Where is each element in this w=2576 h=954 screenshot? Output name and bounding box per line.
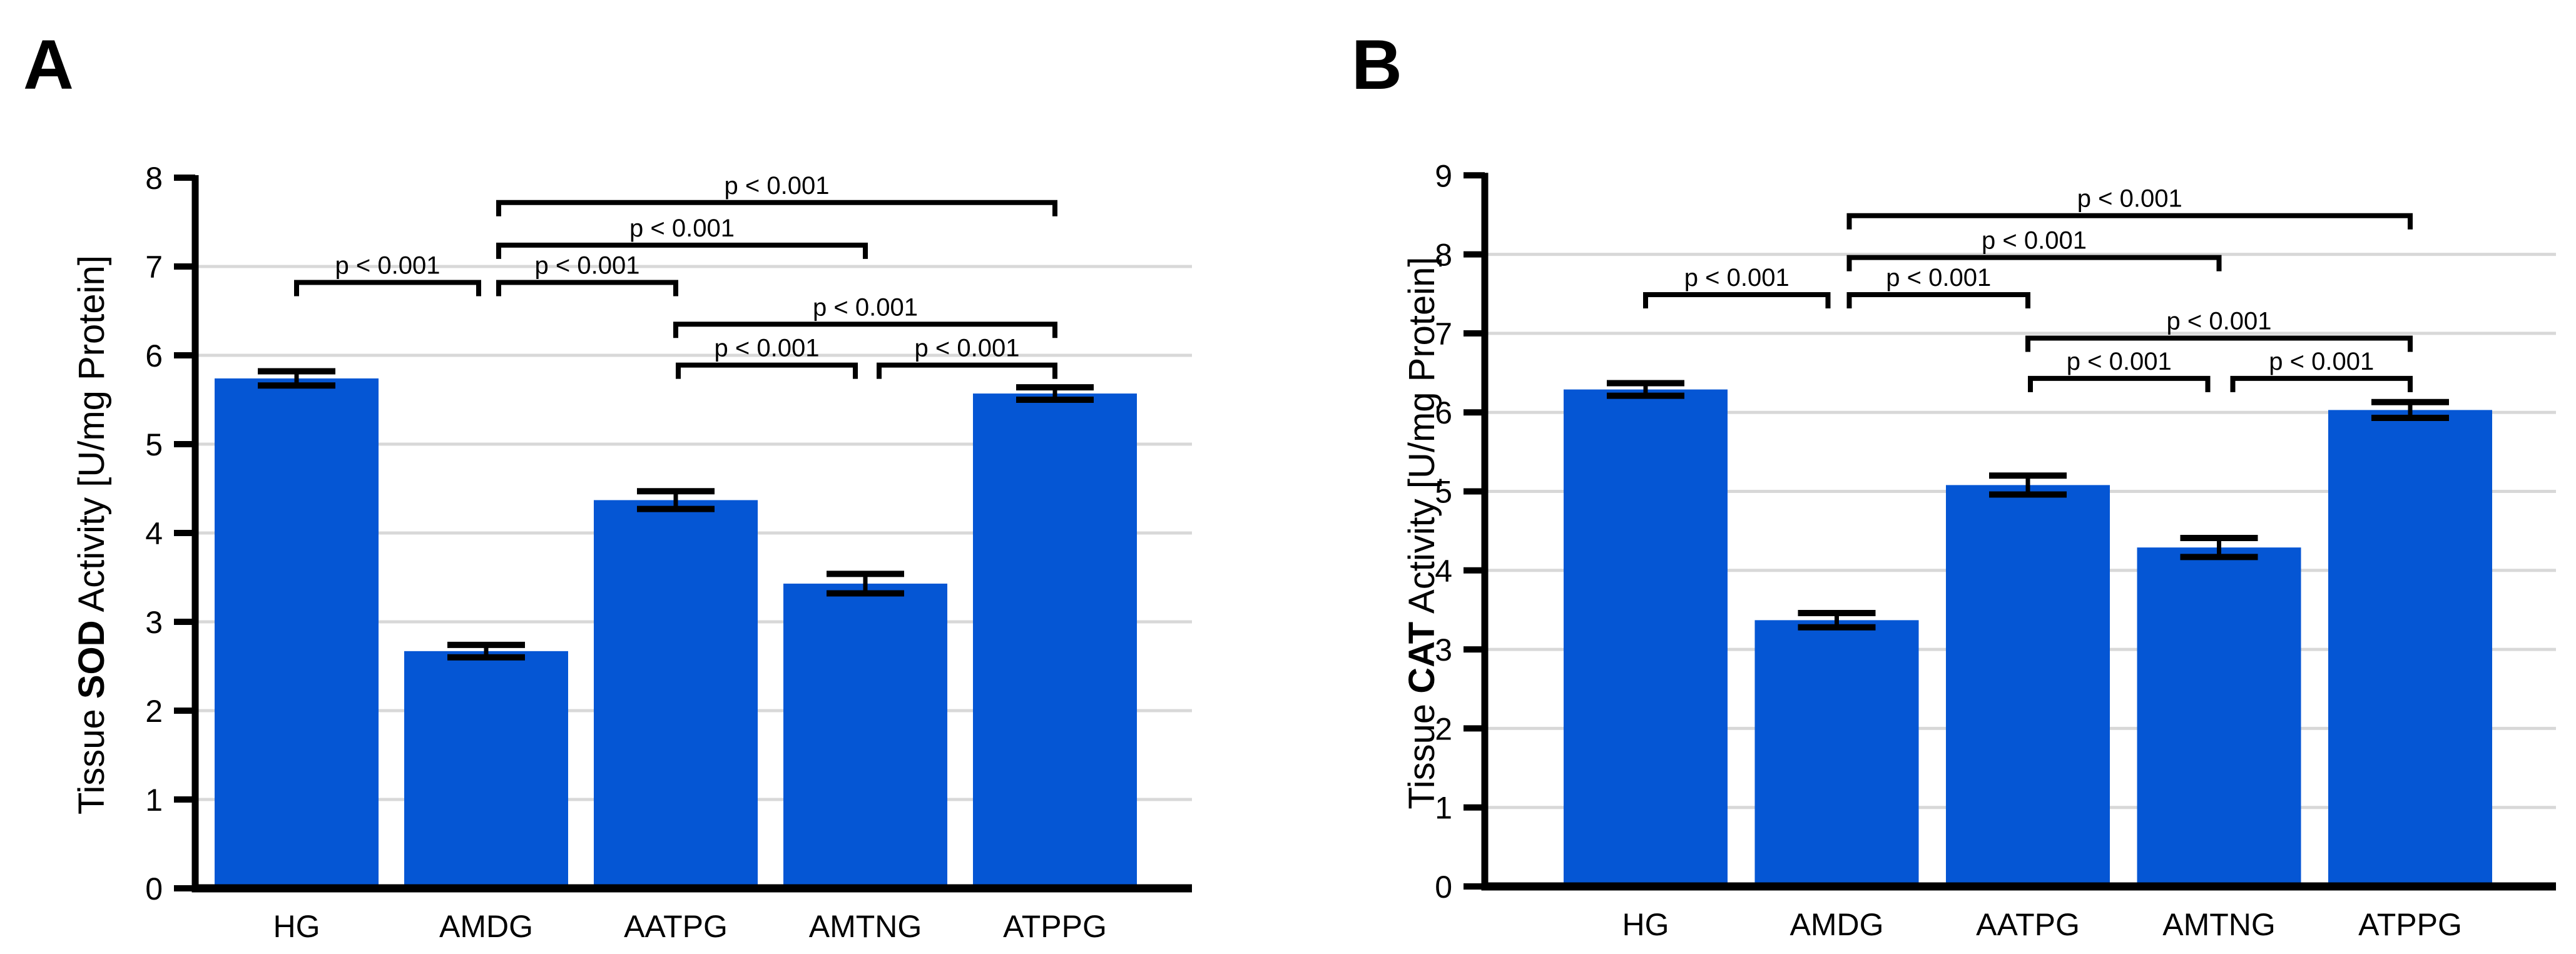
significance-bracket-AMTNG-ATPPG — [2230, 375, 2413, 392]
y-tick-label: 4 — [145, 516, 163, 551]
significance-bracket-HG-AMDG — [294, 280, 481, 297]
bar-AMTNG — [2137, 547, 2301, 886]
significance-label-AATPG-ATPPG: p < 0.001 — [2167, 307, 2272, 335]
significance-bracket-AMTNG-ATPPG — [877, 362, 1057, 379]
x-category-label-HG: HG — [1622, 907, 1669, 942]
y-tick-label: 9 — [1435, 158, 1452, 193]
bar-AMTNG — [783, 583, 947, 888]
x-category-label-ATPPG: ATPPG — [2358, 907, 2462, 942]
x-category-label-AMTNG: AMTNG — [2162, 907, 2276, 942]
panel-letter: B — [1352, 26, 1402, 104]
y-tick-label: 3 — [1435, 632, 1452, 667]
error-bar-AMTNG — [2180, 535, 2258, 561]
bar-ATPPG — [973, 393, 1137, 888]
significance-label-AMDG-AMTNG: p < 0.001 — [1982, 227, 2087, 255]
y-tick-label: 8 — [145, 161, 163, 196]
y-tick-label: 8 — [1435, 238, 1452, 273]
error-bar-ATPPG — [2371, 398, 2449, 422]
y-tick-label: 2 — [1435, 711, 1452, 746]
bar-AMDG — [1754, 620, 1919, 886]
significance-bracket-AATPG-AMTNG — [676, 362, 858, 379]
y-tick-label: 3 — [145, 605, 163, 640]
significance-bracket-AATPG-AMTNG — [2028, 375, 2211, 392]
y-tick-label: 4 — [1435, 554, 1452, 589]
significance-bracket-AMDG-AMTNG — [1846, 255, 2222, 271]
significance-label-AMDG-ATPPG: p < 0.001 — [725, 172, 830, 200]
significance-label-AATPG-ATPPG: p < 0.001 — [813, 293, 918, 321]
y-tick-label: 0 — [1435, 870, 1452, 905]
significance-bracket-AMDG-ATPPG — [496, 200, 1057, 216]
bar-AATPG — [1946, 485, 2110, 886]
error-bar-ATPPG — [1016, 384, 1094, 403]
bar-HG — [1564, 389, 1728, 886]
bar-AATPG — [594, 500, 758, 888]
significance-bracket-AMDG-ATPPG — [1846, 213, 2413, 230]
y-tick-label: 6 — [1435, 395, 1452, 430]
significance-label-AMDG-AATPG: p < 0.001 — [535, 252, 640, 280]
significance-label-AATPG-AMTNG: p < 0.001 — [2067, 348, 2172, 375]
x-category-label-AATPG: AATPG — [624, 909, 728, 944]
significance-label-HG-AMDG: p < 0.001 — [335, 252, 440, 280]
x-category-label-AMDG: AMDG — [439, 909, 533, 944]
panel-cat-chart: B 0 1 2 3 4 5 6 7 8 9 HG AMDG AATPG AMTNG ATPPG Tissue C… — [1352, 26, 2556, 942]
significance-bracket-AATPG-ATPPG — [673, 322, 1057, 338]
panel-sod-chart: A 0 1 2 3 4 5 6 7 8 HG AMDG AATPG AMTNG ATPPG Tissue SO… — [23, 26, 1192, 944]
significance-bracket-HG-AMDG — [1643, 292, 1831, 309]
y-tick-label: 1 — [145, 783, 163, 818]
y-axis-title: Tissue CAT Activity [U/mg Protein] — [1402, 256, 1442, 809]
y-tick-label: 6 — [145, 338, 163, 373]
x-category-label-AMDG: AMDG — [1790, 907, 1884, 942]
y-tick-label: 5 — [1435, 475, 1452, 510]
significance-label-AMTNG-ATPPG: p < 0.001 — [2269, 348, 2374, 375]
bar-AMDG — [404, 651, 568, 888]
error-bar-HG — [1607, 380, 1684, 399]
panel-letter: A — [23, 26, 74, 104]
bar-ATPPG — [2328, 410, 2492, 886]
y-tick-label: 1 — [1435, 791, 1452, 826]
error-bar-AATPG — [637, 488, 715, 512]
significance-bracket-AATPG-ATPPG — [2025, 335, 2413, 352]
y-tick-label: 0 — [145, 871, 163, 906]
error-bar-AMDG — [1798, 610, 1876, 631]
error-bar-AMTNG — [827, 571, 904, 597]
significance-label-AMTNG-ATPPG: p < 0.001 — [915, 335, 1020, 362]
significance-label-AMDG-AMTNG: p < 0.001 — [629, 215, 735, 242]
error-bar-AMDG — [447, 641, 525, 661]
significance-bracket-AMDG-AATPG — [496, 280, 678, 297]
error-bar-HG — [258, 368, 335, 389]
y-tick-label: 7 — [1435, 317, 1452, 352]
significance-label-AATPG-AMTNG: p < 0.001 — [715, 335, 820, 362]
bar-HG — [215, 378, 379, 888]
x-category-label-AATPG: AATPG — [1976, 907, 2080, 942]
significance-bracket-AMDG-AATPG — [1846, 292, 2030, 309]
x-category-label-AMTNG: AMTNG — [809, 909, 922, 944]
x-category-label-HG: HG — [273, 909, 320, 944]
y-tick-label: 5 — [145, 427, 163, 462]
x-category-label-ATPPG: ATPPG — [1003, 909, 1107, 944]
significance-label-AMDG-ATPPG: p < 0.001 — [2077, 185, 2182, 213]
significance-bracket-AMDG-AMTNG — [496, 242, 868, 259]
y-axis-title: Tissue SOD Activity [U/mg Protein] — [71, 255, 112, 814]
significance-label-AMDG-AATPG: p < 0.001 — [1886, 264, 1991, 292]
significance-label-HG-AMDG: p < 0.001 — [1684, 264, 1789, 292]
y-tick-label: 2 — [145, 694, 163, 729]
error-bar-AATPG — [1989, 472, 2067, 498]
y-tick-label: 7 — [145, 250, 163, 285]
